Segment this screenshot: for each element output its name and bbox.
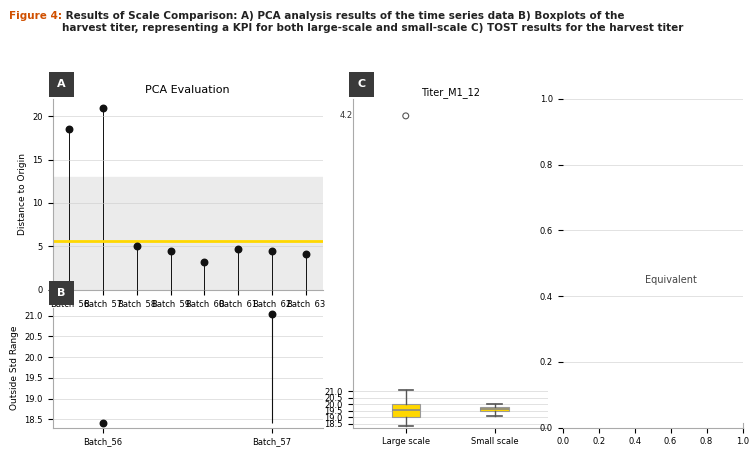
Title: Titer_M1_12: Titer_M1_12 (421, 87, 480, 98)
Point (130, 243, 142, 250)
Point (97, 420, 109, 427)
Y-axis label: Outside Std Range: Outside Std Range (10, 325, 19, 410)
Point (299, 250, 312, 257)
Title: PCA Evaluation: PCA Evaluation (146, 86, 230, 95)
Point (266, 310, 278, 317)
Text: Figure 4:: Figure 4: (9, 11, 62, 21)
Point (164, 247, 177, 254)
Point (97, 104, 109, 111)
Text: 4.2: 4.2 (339, 112, 352, 121)
Point (198, 258, 210, 265)
Point (400, 112, 412, 120)
PathPatch shape (392, 404, 420, 417)
Text: Results of Scale Comparison: A) PCA analysis results of the time series data B) : Results of Scale Comparison: A) PCA anal… (62, 11, 682, 33)
Point (232, 245, 244, 252)
Bar (53, 177, 322, 289)
Text: C: C (357, 79, 365, 90)
PathPatch shape (480, 407, 508, 410)
Text: Equivalent: Equivalent (645, 274, 697, 285)
Y-axis label: Distance to Origin: Distance to Origin (18, 153, 27, 235)
Point (63, 126, 75, 133)
Text: B: B (57, 288, 65, 298)
Text: A: A (57, 79, 65, 90)
X-axis label: Batch: Batch (175, 314, 200, 323)
Point (266, 247, 278, 254)
